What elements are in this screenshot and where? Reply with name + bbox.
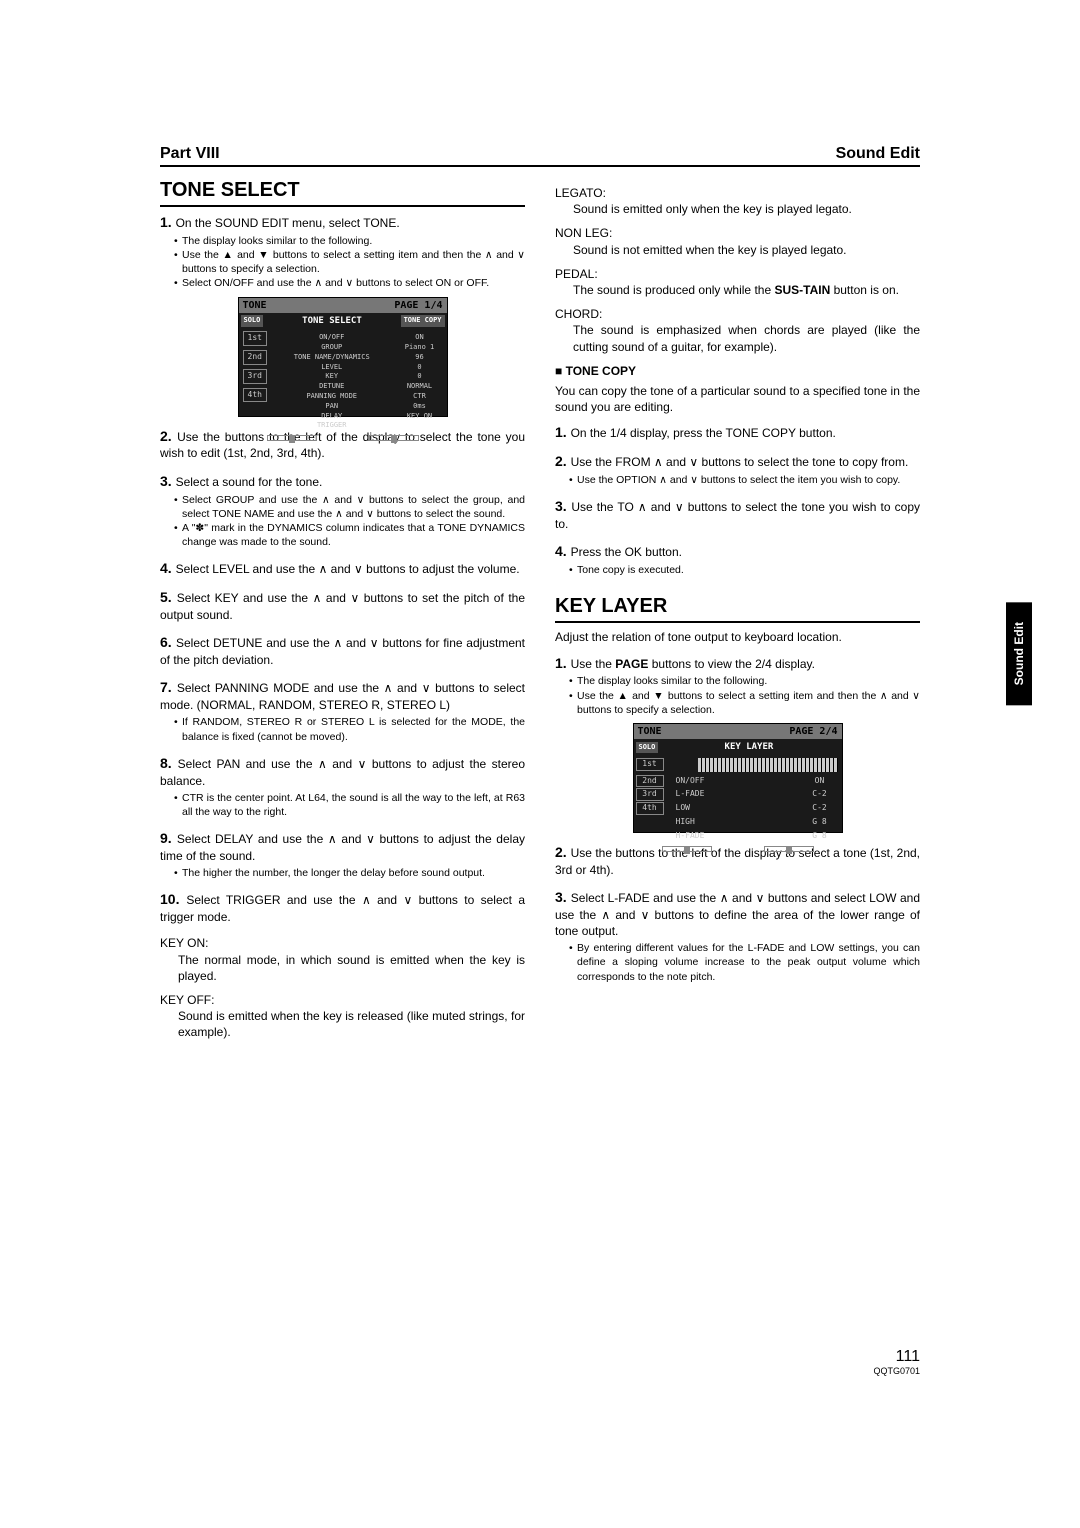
step: On the SOUND EDIT menu, select TONE. The… [160, 213, 525, 417]
header-right: Sound Edit [836, 145, 920, 163]
page-number: 111 [873, 1348, 920, 1366]
side-tab: Sound Edit [1006, 602, 1032, 705]
page-header: Part VIII Sound Edit [160, 145, 920, 167]
step: Press the OK button. Tone copy is execut… [555, 542, 920, 577]
page-number-block: 111 QQTG0701 [873, 1348, 920, 1376]
step: Select DETUNE and use the ∧ and ∨ button… [160, 633, 525, 668]
pedal-def: The sound is produced only while the SUS… [573, 282, 920, 298]
lcd-key-layer: TONEPAGE 2/4 SOLOKEY LAYER 1st 2ndON/OFF… [633, 723, 843, 833]
step: Select PAN and use the ∧ and ∨ buttons t… [160, 754, 525, 819]
tone-select-heading: TONE SELECT [160, 177, 525, 207]
columns: TONE SELECT On the SOUND EDIT menu, sele… [160, 177, 920, 1049]
step: Use the buttons to the left of the displ… [160, 427, 525, 462]
tone-copy-steps: On the 1/4 display, press the TONE COPY … [555, 423, 920, 577]
step: Select a sound for the tone. Select GROU… [160, 472, 525, 550]
tone-copy-intro: You can copy the tone of a particular so… [555, 383, 920, 415]
step: Use the buttons to the left of the displ… [555, 843, 920, 878]
substeps: The display looks similar to the followi… [174, 234, 525, 291]
header-left: Part VIII [160, 145, 220, 163]
lcd-tone-select: TONEPAGE 1/4 SOLOTONE SELECTTONE COPY 1s… [238, 297, 448, 417]
step: Select DELAY and use the ∧ and ∨ buttons… [160, 829, 525, 880]
step: Select L-FADE and use the ∧ and ∨ button… [555, 888, 920, 984]
doc-code: QQTG0701 [873, 1366, 920, 1376]
key-layer-intro: Adjust the relation of tone output to ke… [555, 629, 920, 645]
step: Select PANNING MODE and use the ∧ and ∨ … [160, 678, 525, 743]
key-layer-steps: Use the PAGE buttons to view the 2/4 dis… [555, 654, 920, 984]
key-layer-heading: KEY LAYER [555, 593, 920, 623]
tone-select-steps: On the SOUND EDIT menu, select TONE. The… [160, 213, 525, 925]
step: Select TRIGGER and use the ∧ and ∨ butto… [160, 890, 525, 925]
step: On the 1/4 display, press the TONE COPY … [555, 423, 920, 442]
step: Select LEVEL and use the ∧ and ∨ buttons… [160, 559, 525, 578]
step: Select KEY and use the ∧ and ∨ buttons t… [160, 588, 525, 623]
trigger-defs: KEY ON: The normal mode, in which sound … [160, 935, 525, 1040]
step: Use the TO ∧ and ∨ buttons to select the… [555, 497, 920, 532]
step: Use the FROM ∧ and ∨ buttons to select t… [555, 452, 920, 487]
left-column: TONE SELECT On the SOUND EDIT menu, sele… [160, 177, 525, 1049]
step: Use the PAGE buttons to view the 2/4 dis… [555, 654, 920, 833]
page-content: Part VIII Sound Edit TONE SELECT On the … [160, 145, 920, 1049]
tone-copy-heading: TONE COPY [555, 363, 920, 379]
trigger-defs-cont: LEGATO: Sound is emitted only when the k… [555, 185, 920, 355]
right-column: LEGATO: Sound is emitted only when the k… [555, 177, 920, 1049]
